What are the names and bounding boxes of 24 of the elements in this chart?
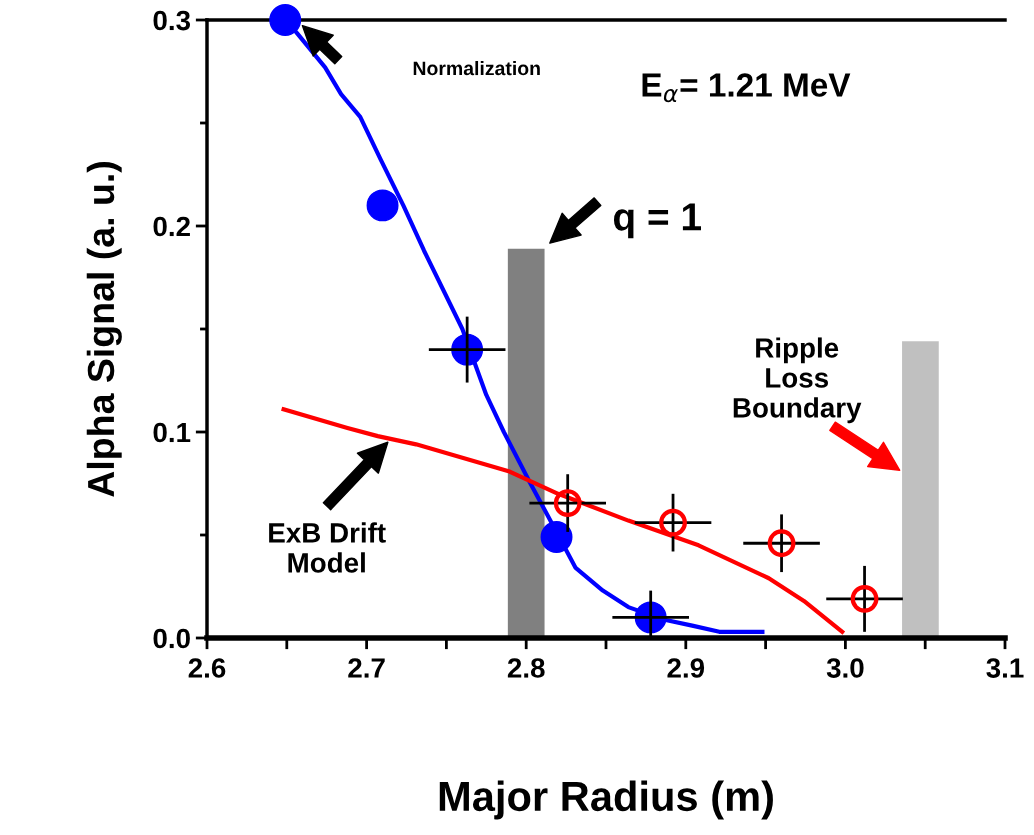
point [366,189,399,222]
annotation: ExB Drift Model [269,522,386,573]
point [269,4,302,36]
annotation: Ripple Loss Boundary [733,337,862,424]
x-tick-label: 2.9 [667,658,705,678]
point [850,584,879,613]
x-axis-title: Major Radius (m) [439,780,773,820]
point [553,489,582,517]
point [659,508,687,537]
annotation: E$_{α}$= 1.21 MeV [642,73,851,103]
x-tick-label: 3.1 [986,658,1024,678]
annotation: q = 1 [613,203,701,239]
point [540,521,573,554]
x-tick-label: 2.7 [348,658,385,678]
y-axis-title: Alpha Signal (a. u.) [86,162,122,497]
point [767,529,796,558]
y-tick-label: 0.2 [153,216,190,237]
x-tick-label: 3.0 [826,658,864,678]
y-tick-label: 0.1 [153,422,191,443]
x-tick-label: 2.6 [188,658,226,678]
annotation: Normalization [413,61,540,76]
x-tick-label: 2.8 [507,658,545,678]
y-tick-label: 0.0 [153,628,190,649]
y-tick-label: 0.3 [153,10,191,31]
